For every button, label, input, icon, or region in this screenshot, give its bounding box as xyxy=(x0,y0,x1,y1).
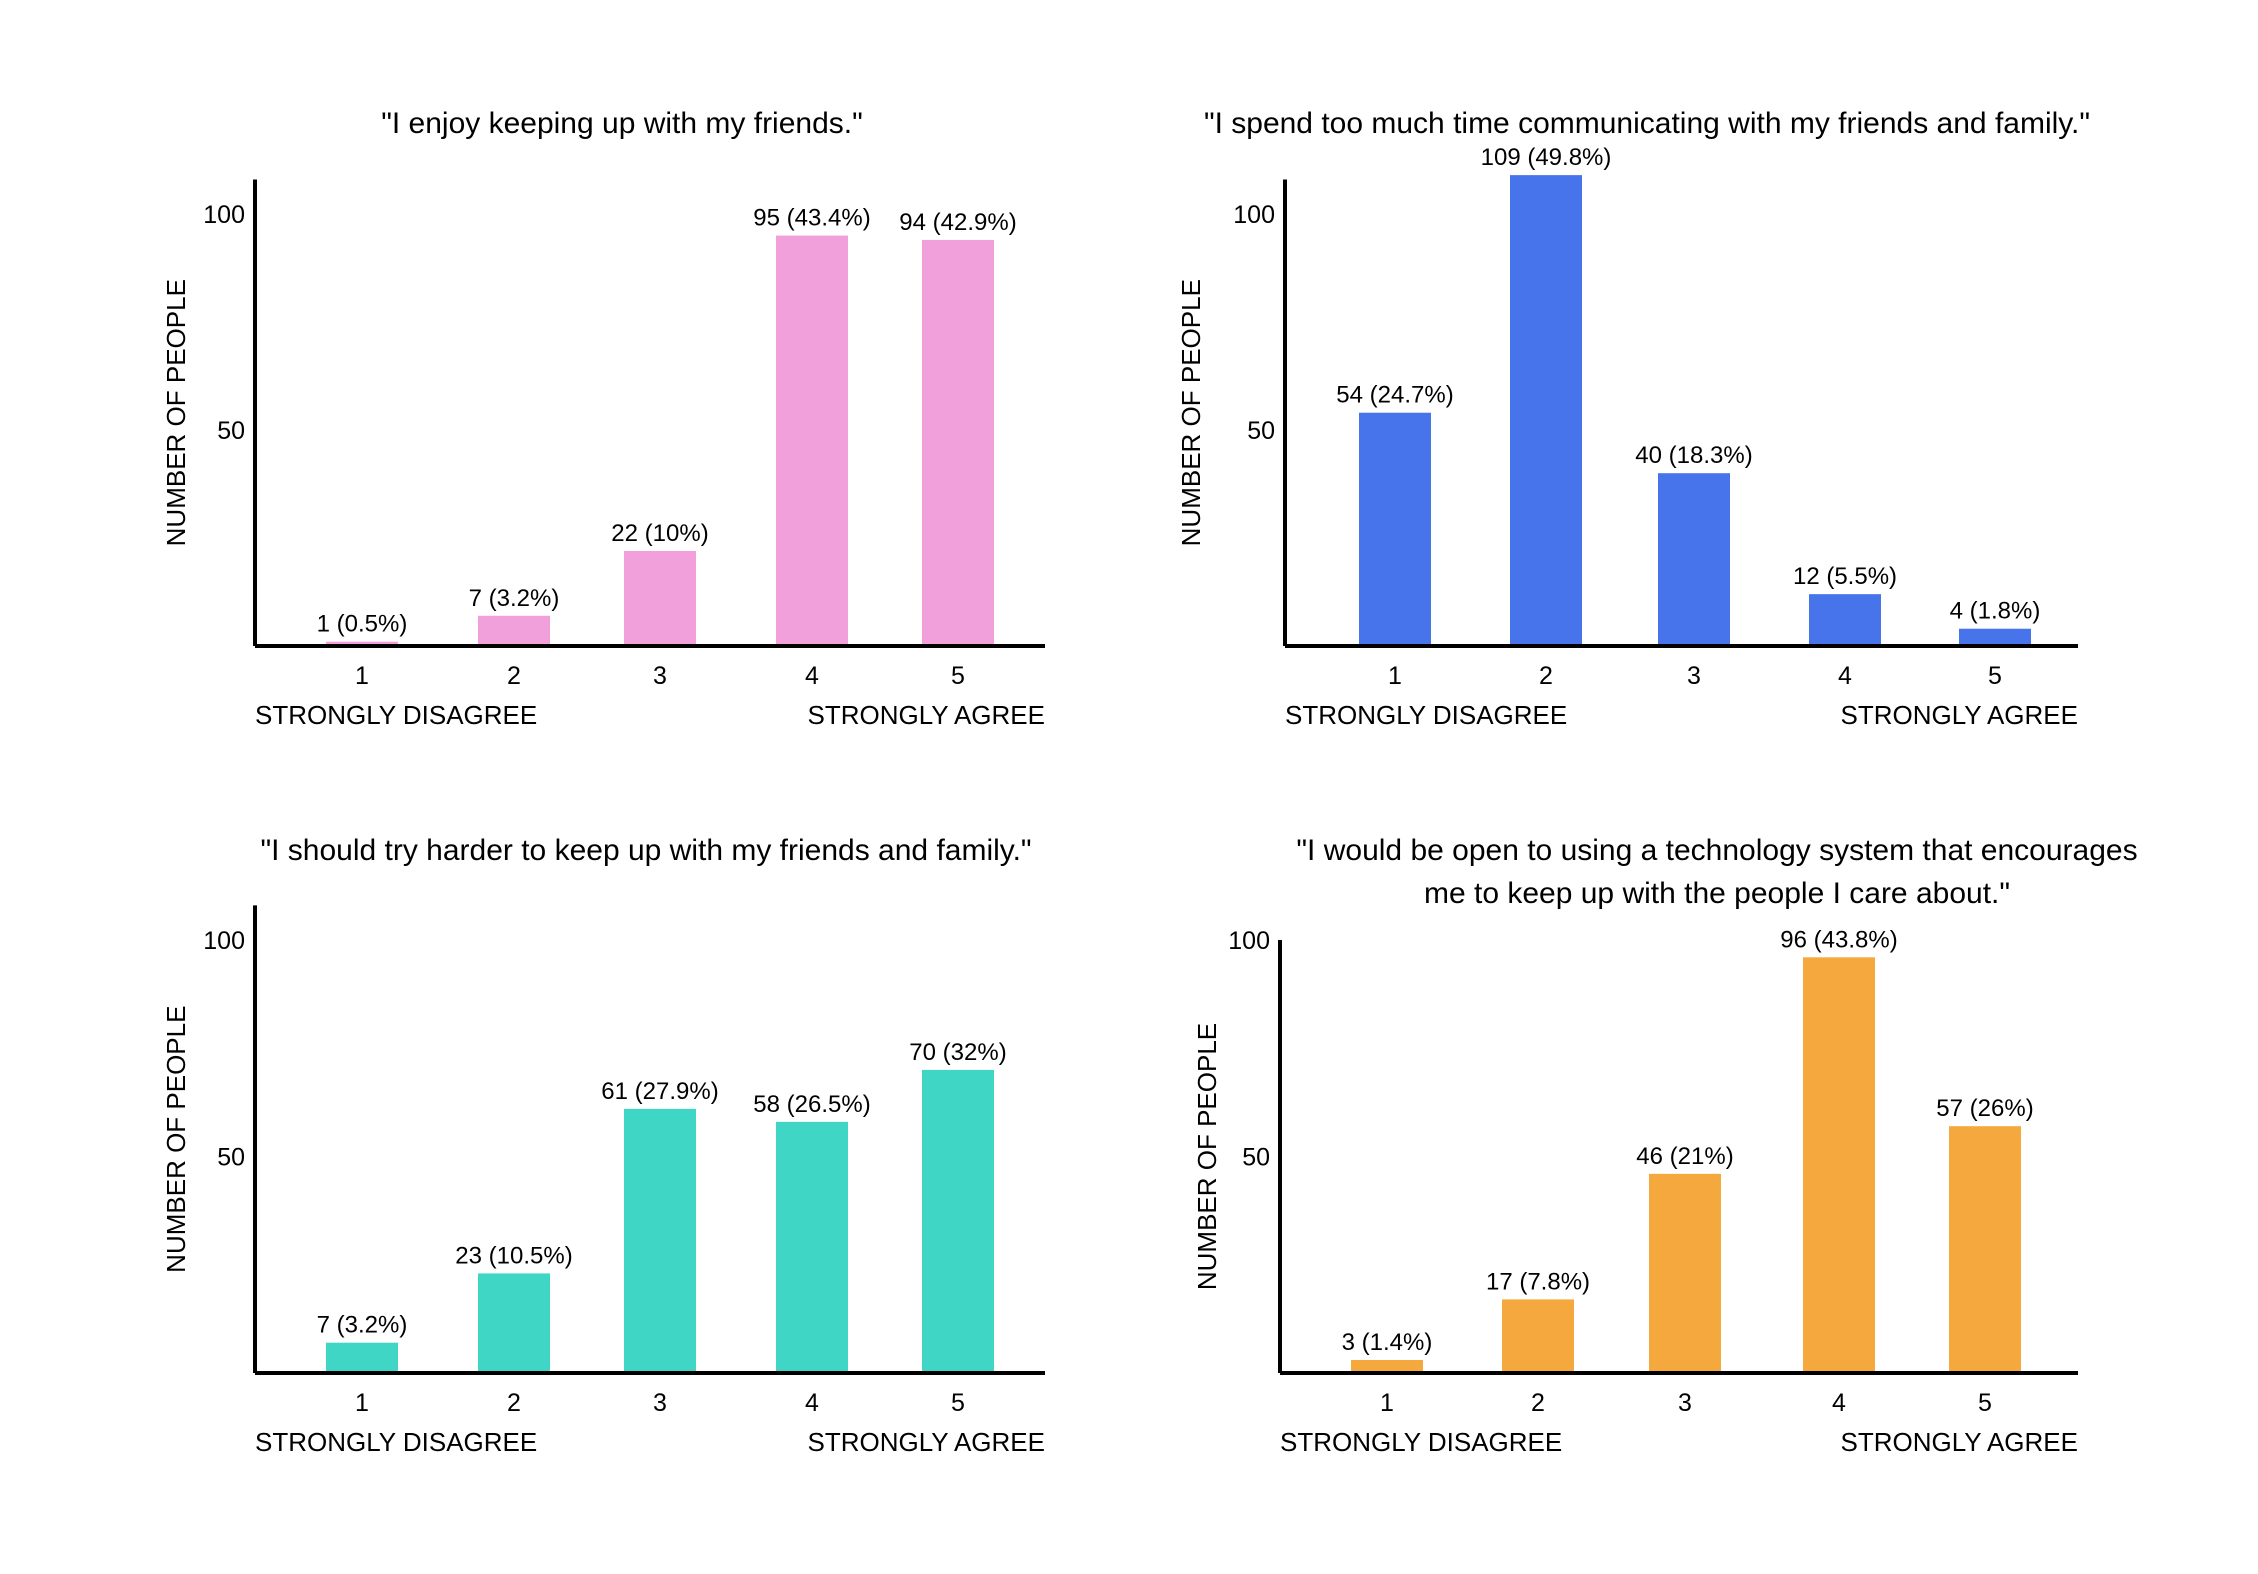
high-anchor-label: STRONGLY AGREE xyxy=(808,700,1045,730)
x-tick-label-3: 3 xyxy=(653,662,667,690)
chart-panel-2: "I spend too much time communicating wit… xyxy=(1176,107,2090,730)
y-axis-title: NUMBER OF PEOPLE xyxy=(161,279,191,546)
bar-2 xyxy=(478,1273,550,1373)
chart-panel-4: "I would be open to using a technology s… xyxy=(1192,834,2138,1457)
data-label-5: 94 (42.9%) xyxy=(899,209,1016,236)
x-tick-label-1: 1 xyxy=(355,662,369,690)
data-label-1: 7 (3.2%) xyxy=(317,1312,408,1339)
x-tick-label-1: 1 xyxy=(1388,662,1402,690)
bar-1 xyxy=(1351,1360,1423,1373)
y-axis-title: NUMBER OF PEOPLE xyxy=(161,1006,191,1273)
x-tick-label-2: 2 xyxy=(1531,1389,1545,1417)
data-label-2: 17 (7.8%) xyxy=(1486,1268,1590,1295)
bar-1 xyxy=(1359,412,1431,646)
bar-5 xyxy=(922,1069,994,1373)
data-label-4: 58 (26.5%) xyxy=(753,1091,870,1118)
x-tick-label-5: 5 xyxy=(951,662,965,690)
bar-3 xyxy=(624,550,696,646)
bar-2 xyxy=(1502,1299,1574,1373)
low-anchor-label: STRONGLY DISAGREE xyxy=(255,1427,537,1457)
y-tick-label-100: 100 xyxy=(1233,201,1275,229)
data-label-3: 22 (10%) xyxy=(611,520,708,547)
x-tick-label-4: 4 xyxy=(805,1389,819,1417)
x-tick-label-5: 5 xyxy=(951,1389,965,1417)
bar-3 xyxy=(1658,473,1730,646)
high-anchor-label: STRONGLY AGREE xyxy=(808,1427,1045,1457)
chart-title: "I spend too much time communicating wit… xyxy=(1204,107,2090,140)
bar-2 xyxy=(478,615,550,646)
bar-4 xyxy=(1809,594,1881,646)
bar-1 xyxy=(326,641,398,646)
bar-3 xyxy=(624,1108,696,1373)
data-label-4: 95 (43.4%) xyxy=(753,205,870,232)
x-tick-label-4: 4 xyxy=(1838,662,1852,690)
data-label-4: 12 (5.5%) xyxy=(1793,563,1897,590)
data-label-2: 109 (49.8%) xyxy=(1481,144,1612,171)
x-tick-label-3: 3 xyxy=(1687,662,1701,690)
chart-title: me to keep up with the people I care abo… xyxy=(1424,877,2010,910)
y-tick-label-50: 50 xyxy=(1247,417,1275,445)
data-label-2: 7 (3.2%) xyxy=(469,585,560,612)
y-tick-label-100: 100 xyxy=(1228,927,1270,955)
y-axis-title: NUMBER OF PEOPLE xyxy=(1176,279,1206,546)
y-tick-label-50: 50 xyxy=(1242,1144,1270,1172)
data-label-4: 96 (43.8%) xyxy=(1780,926,1897,953)
bar-3 xyxy=(1649,1173,1721,1373)
chart-title: "I would be open to using a technology s… xyxy=(1296,834,2137,867)
data-label-1: 3 (1.4%) xyxy=(1342,1329,1433,1356)
data-label-5: 70 (32%) xyxy=(909,1039,1006,1066)
chart-panel-1: "I enjoy keeping up with my friends." NUM… xyxy=(161,107,1045,730)
x-tick-label-4: 4 xyxy=(1832,1389,1846,1417)
y-tick-label-50: 50 xyxy=(217,417,245,445)
data-label-1: 54 (24.7%) xyxy=(1336,382,1453,409)
bar-2 xyxy=(1510,175,1582,646)
data-label-5: 57 (26%) xyxy=(1936,1095,2033,1122)
low-anchor-label: STRONGLY DISAGREE xyxy=(1280,1427,1562,1457)
bar-5 xyxy=(1949,1126,2021,1373)
x-tick-label-1: 1 xyxy=(1380,1389,1394,1417)
y-tick-label-100: 100 xyxy=(203,927,245,955)
x-tick-label-2: 2 xyxy=(507,1389,521,1417)
y-tick-label-50: 50 xyxy=(217,1144,245,1172)
chart-title: "I enjoy keeping up with my friends." xyxy=(381,107,863,140)
y-tick-label-100: 100 xyxy=(203,201,245,229)
bar-5 xyxy=(1959,628,2031,646)
high-anchor-label: STRONGLY AGREE xyxy=(1841,700,2078,730)
x-tick-label-3: 3 xyxy=(1678,1389,1692,1417)
data-label-3: 61 (27.9%) xyxy=(601,1078,718,1105)
data-label-3: 46 (21%) xyxy=(1636,1143,1733,1170)
x-tick-label-3: 3 xyxy=(653,1389,667,1417)
data-label-1: 1 (0.5%) xyxy=(317,611,408,638)
low-anchor-label: STRONGLY DISAGREE xyxy=(1285,700,1567,730)
low-anchor-label: STRONGLY DISAGREE xyxy=(255,700,537,730)
data-label-5: 4 (1.8%) xyxy=(1950,598,2041,625)
bar-4 xyxy=(776,235,848,646)
chart-panel-3: "I should try harder to keep up with my … xyxy=(161,834,1045,1457)
high-anchor-label: STRONGLY AGREE xyxy=(1841,1427,2078,1457)
x-tick-label-5: 5 xyxy=(1988,662,2002,690)
x-tick-label-2: 2 xyxy=(507,662,521,690)
x-tick-label-4: 4 xyxy=(805,662,819,690)
x-tick-label-5: 5 xyxy=(1978,1389,1992,1417)
data-label-3: 40 (18.3%) xyxy=(1635,442,1752,469)
chart-title: "I should try harder to keep up with my … xyxy=(260,834,1031,867)
x-tick-label-2: 2 xyxy=(1539,662,1553,690)
data-label-2: 23 (10.5%) xyxy=(455,1242,572,1269)
y-axis-title: NUMBER OF PEOPLE xyxy=(1192,1023,1222,1290)
x-tick-label-1: 1 xyxy=(355,1389,369,1417)
bar-5 xyxy=(922,239,994,647)
bar-4 xyxy=(776,1121,848,1373)
bar-1 xyxy=(326,1342,398,1373)
bar-4 xyxy=(1803,957,1875,1373)
